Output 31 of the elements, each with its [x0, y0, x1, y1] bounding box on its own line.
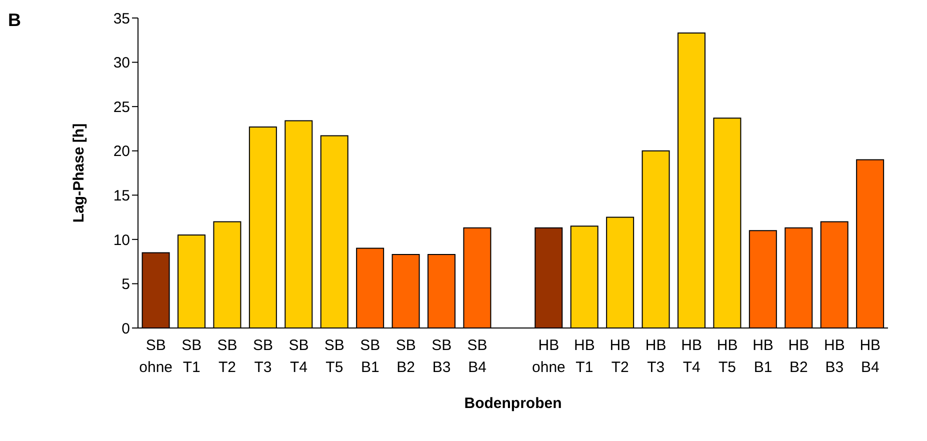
x-tick-label: SB T3 [252, 337, 274, 376]
x-tick-label: HB B1 [752, 337, 774, 376]
x-tick-label: HB T5 [716, 337, 738, 376]
x-tick-label: SB T5 [324, 337, 344, 376]
y-tick-label: 15 [113, 187, 130, 204]
y-tick-label: 20 [113, 143, 130, 160]
x-tick-label: HB T4 [681, 337, 702, 376]
y-axis-title: Lag-Phase [h] [70, 123, 88, 223]
x-axis-title: Bodenproben [464, 395, 562, 412]
x-tick-label: HB ohne [532, 337, 566, 376]
x-tick-label: HB B3 [824, 337, 845, 376]
x-tick-label: HB B4 [860, 337, 881, 376]
x-tick-label: HB T3 [645, 337, 666, 376]
x-tick-label: SB T2 [217, 337, 238, 376]
x-tick-label: HB T1 [574, 337, 595, 376]
x-tick-label: SB T4 [288, 337, 309, 376]
y-tick-label: 30 [113, 54, 130, 72]
x-tick-label: HB B2 [788, 337, 810, 376]
y-tick-label: 25 [113, 98, 130, 116]
x-tick-label: SB B2 [396, 337, 416, 376]
x-tick-label: SB B1 [360, 337, 380, 376]
x-tick-label: SB B3 [432, 337, 452, 376]
text: B [8, 10, 21, 31]
x-tick-label: SB ohne [139, 337, 173, 376]
y-tick-label: 35 [113, 10, 130, 28]
x-tick-label: SB T1 [182, 337, 202, 376]
y-tick-label: 0 [122, 320, 130, 338]
y-tick-label: 5 [122, 276, 130, 294]
x-tick-label: HB T2 [610, 337, 631, 376]
y-tick-label: 10 [113, 232, 130, 249]
x-tick-label: SB B4 [467, 337, 488, 376]
